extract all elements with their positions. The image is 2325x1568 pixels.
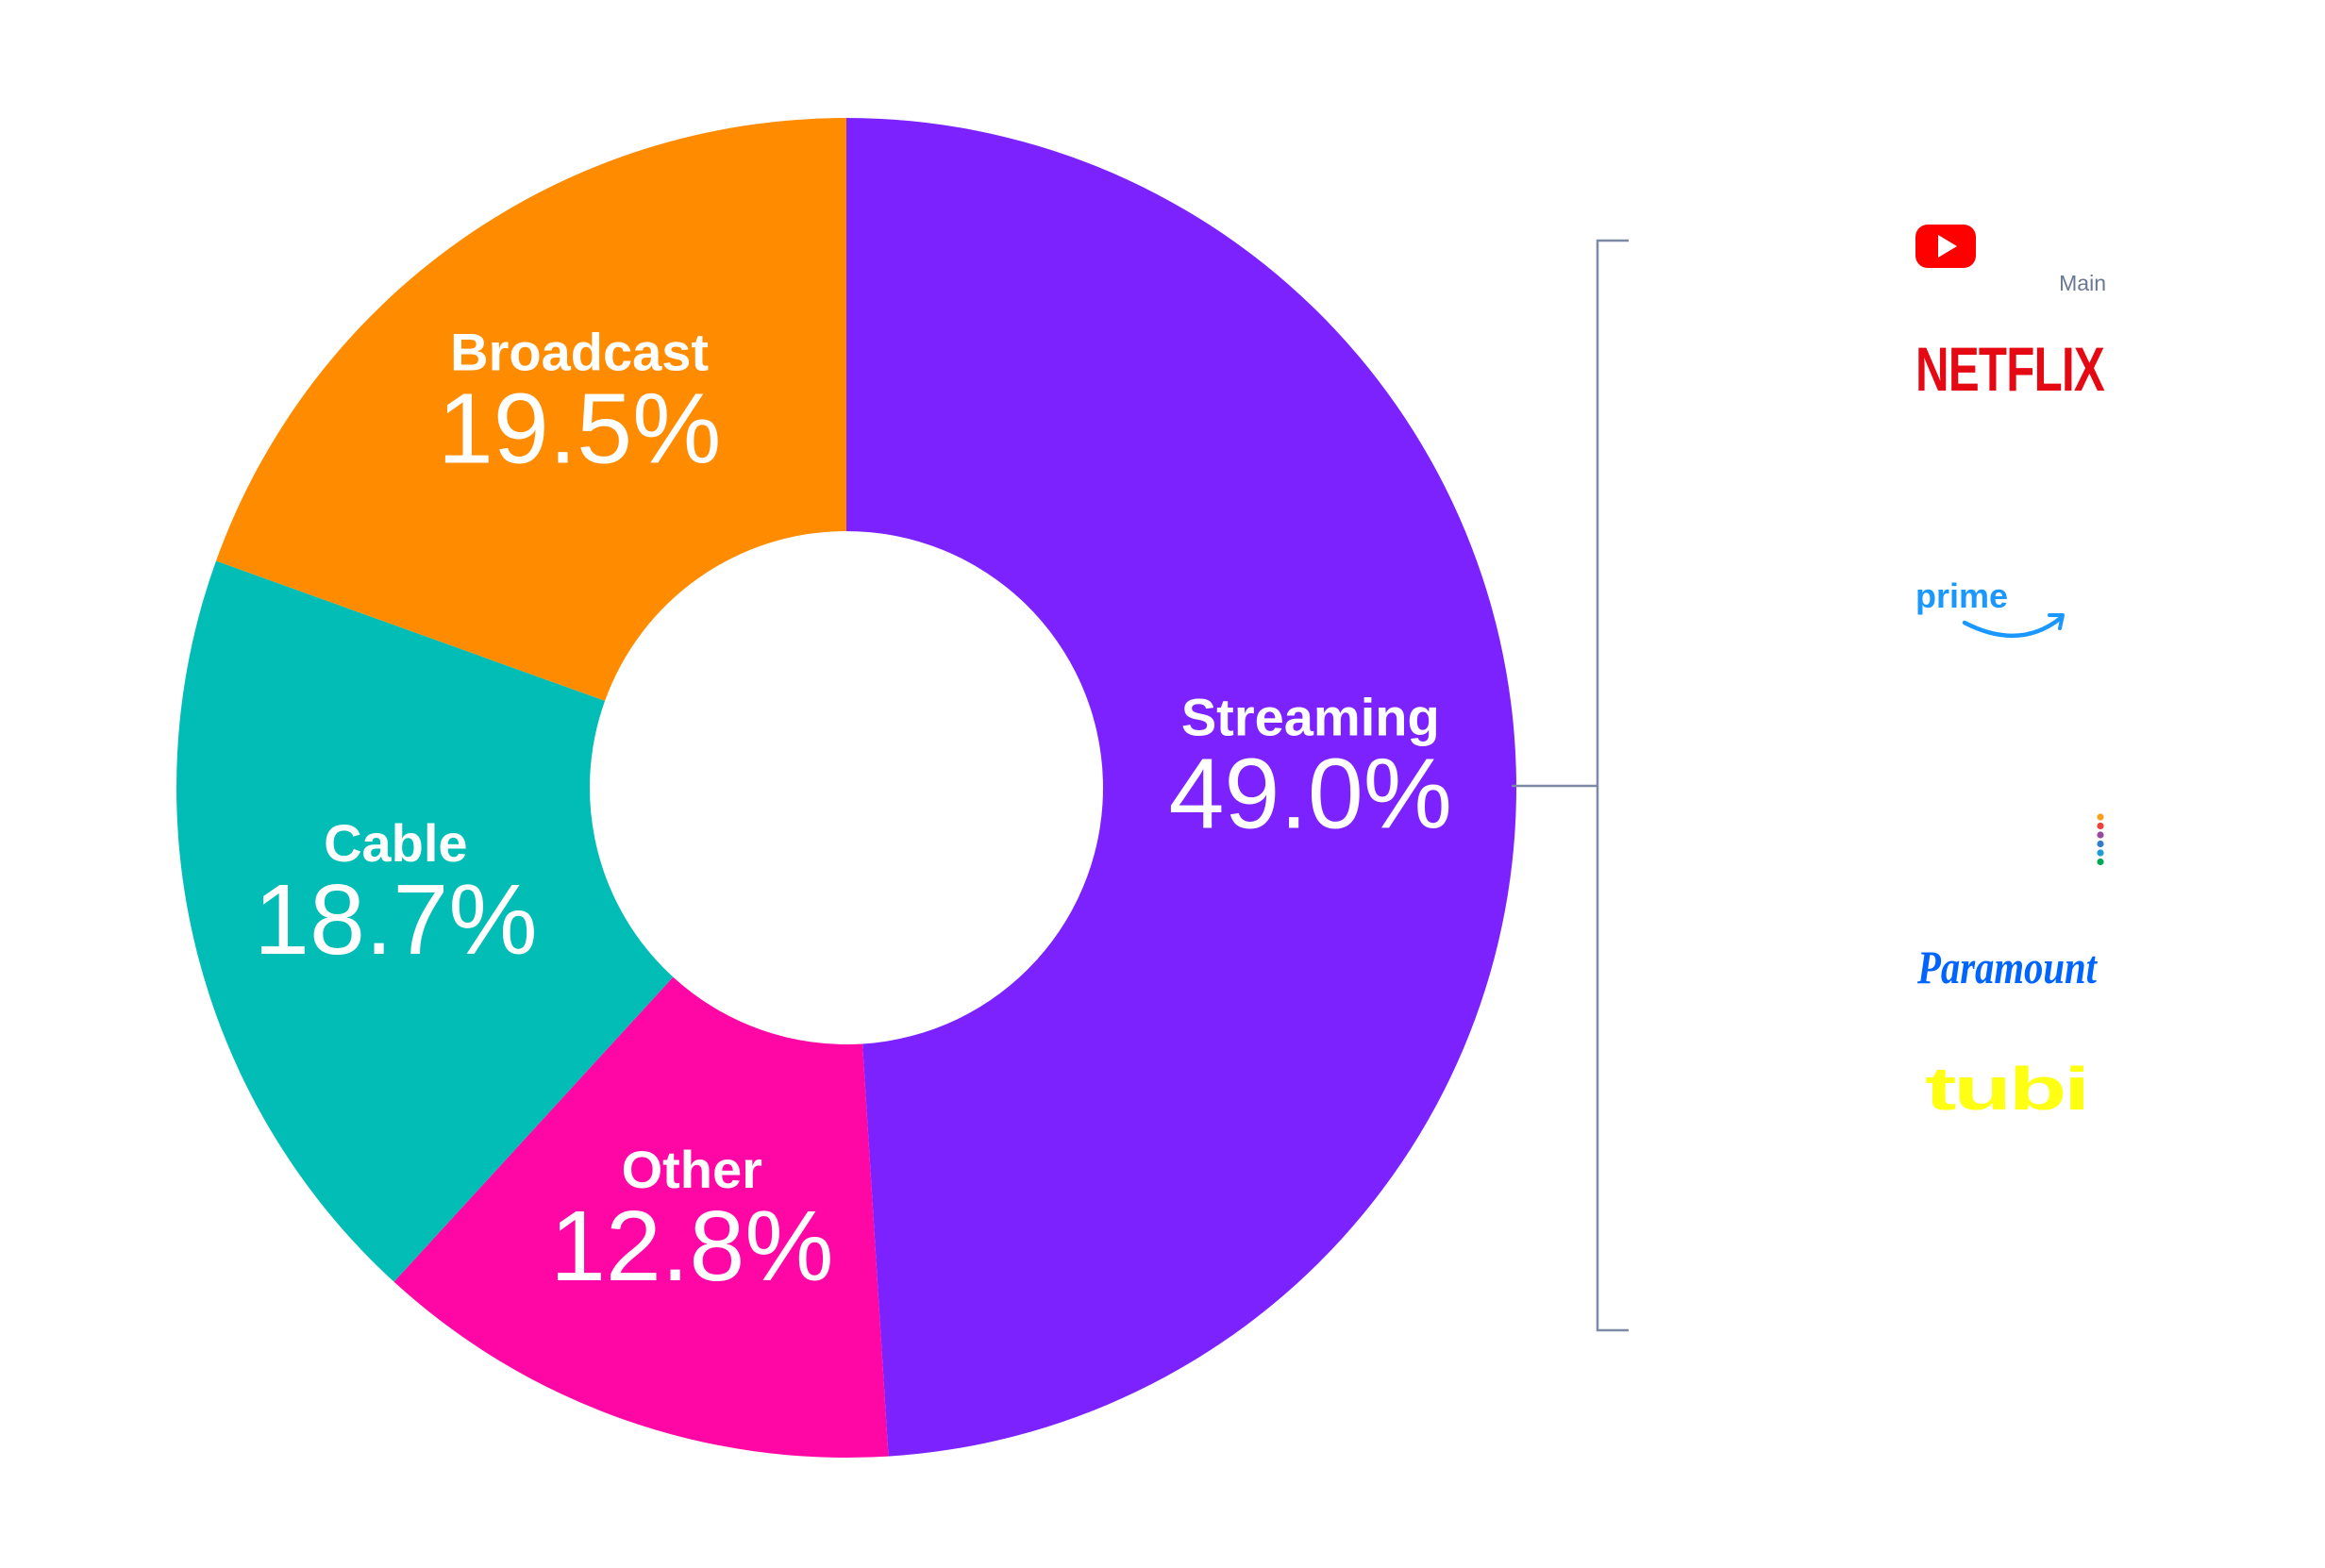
streaming-services-logos: Main NETFLIX prime Paramount tubi [1915,225,2106,1123]
slice-other [393,976,889,1458]
slice-value-other: 12.8% [550,1191,834,1302]
youtube-logo [1915,225,1976,268]
bracket-line [1596,239,1629,1332]
streaming-bracket [1512,239,1629,1332]
slice-label-cable: Cable [324,813,468,873]
slice-streaming [846,118,1516,1457]
slice-value-streaming: 49.0% [1168,739,1452,850]
slice-broadcast [215,118,846,701]
main-label: Main [2059,271,2106,295]
prime-smile-icon [1962,615,2064,639]
tubi-wordmark: tubi [1925,1055,2087,1123]
paramount-logo: Paramount [1916,941,2099,993]
netflix-logo: NETFLIX [1915,334,2106,404]
slice-value-broadcast: 19.5% [438,373,722,484]
peacock-dot [2097,831,2104,839]
prime-arrow-icon [2048,613,2065,630]
peacock-dot [2097,849,2104,857]
peacock-dot [2097,813,2104,821]
netflix-wordmark: NETFLIX [1915,334,2105,404]
prime-wordmark: prime [1915,576,2008,615]
donut-chart [176,118,1516,1458]
peacock-dot [2097,858,2104,866]
peacock-logo [2097,813,2104,866]
paramount-wordmark: Paramount [1916,941,2099,993]
youtube-icon [1915,225,1976,268]
prime-video-logo: prime [1915,576,2065,639]
slice-cable [176,560,674,1282]
peacock-dot [2097,840,2104,848]
slice-label-other: Other [622,1140,762,1199]
slice-label-broadcast: Broadcast [450,322,709,381]
tubi-logo: tubi [1925,1055,2089,1123]
peacock-dots-icon [2097,813,2104,866]
slice-value-cable: 18.7% [254,864,538,976]
peacock-dot [2097,822,2104,830]
slice-label-streaming: Streaming [1181,688,1440,747]
